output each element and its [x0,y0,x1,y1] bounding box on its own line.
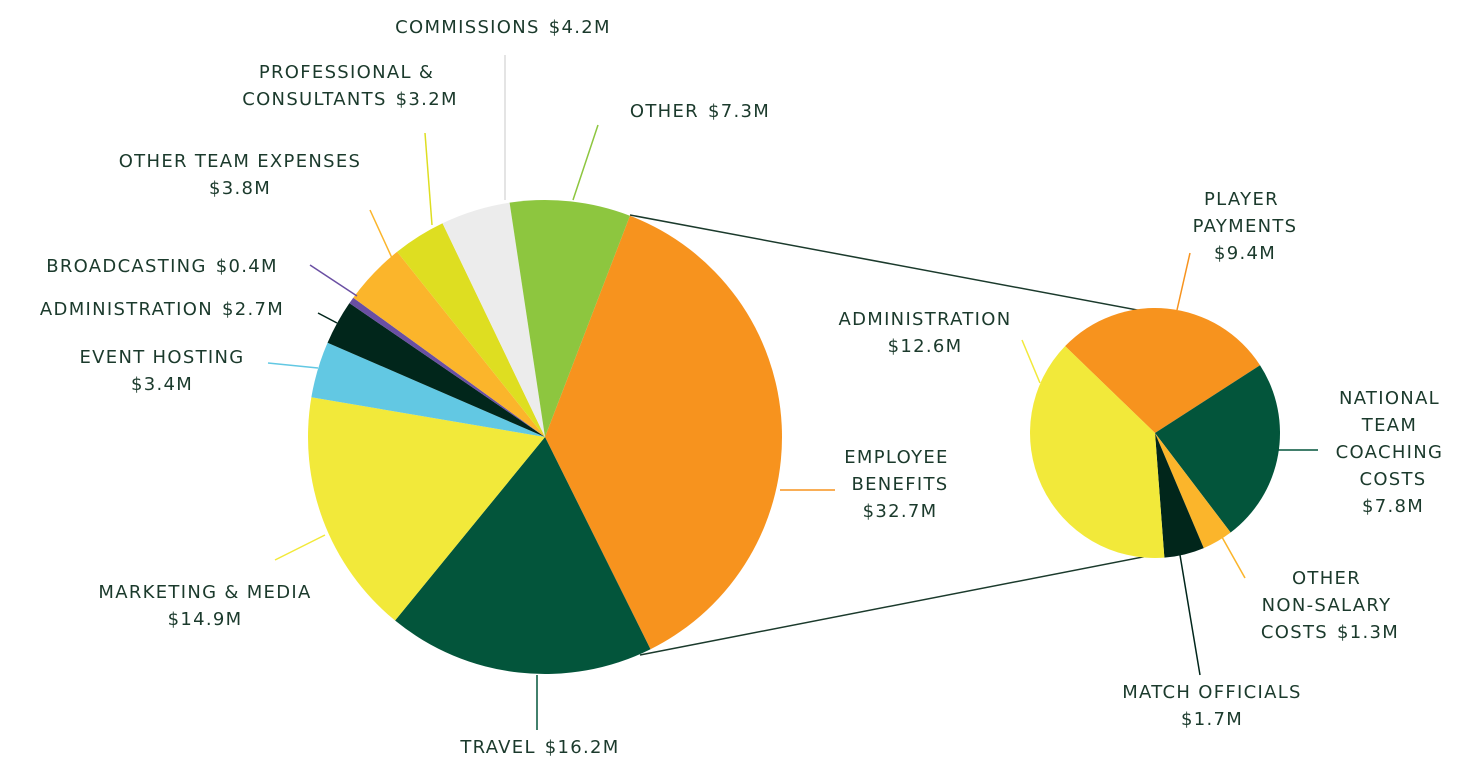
value-label: $14.9M [168,609,243,630]
leader-line [369,209,393,259]
label-line: PAYMENTS [1193,216,1298,237]
value-label: $32.7M [863,501,938,522]
label-line: COSTS [1261,622,1328,643]
label-line: PLAYER [1204,189,1286,210]
label-line: BROADCASTING [46,256,207,277]
category-name: MATCH OFFICIALS [1122,682,1302,703]
value-label: $2.7M [222,299,284,320]
value-label: $1.3M [1337,622,1399,643]
category-name: OTHER [630,101,699,122]
label-line: ADMINISTRATION [838,309,1011,330]
label-line: COMMISSIONS [395,17,540,38]
label-line: CONSULTANTS [242,89,386,110]
category-name: OTHER NON-SALARY COSTS [1261,568,1399,643]
slice-label: OTHER $7.3M [630,101,770,122]
category-name: EVENT HOSTING [80,347,245,368]
pie-slice [509,200,630,437]
category-name: TRAVEL [459,737,535,758]
leader-line [1217,529,1246,579]
label-line: COSTS [1359,469,1426,490]
leader-line [1021,339,1041,384]
value-label: $3.8M [209,178,271,199]
slice-label: COMMISSIONS $4.2M [395,17,611,38]
pie-slice [308,397,545,621]
label-line: NON-SALARY [1262,595,1399,616]
category-name: PROFESSIONAL & CONSULTANTS [242,62,441,110]
label-line: NATIONAL [1339,388,1447,409]
slice-label: EVENT HOSTING $3.4M [80,347,245,395]
leader-line [317,312,338,324]
value-label: $3.4M [131,374,193,395]
label-line: ADMINISTRATION [40,299,213,320]
value-label: $9.4M [1214,243,1276,264]
category-name: COMMISSIONS [395,17,540,38]
label-line: EMPLOYEE [844,447,956,468]
slice-label: OTHER NON-SALARY COSTS $1.3M [1261,568,1399,643]
value-label: $1.7M [1181,709,1243,730]
connector-line [629,214,1149,313]
category-name: EMPLOYEE BENEFITS [844,447,956,495]
category-name: NATIONAL TEAM COACHING COSTS [1336,388,1451,490]
pie-slice [1155,433,1231,549]
pie-slice [353,251,545,437]
label-line: OTHER TEAM EXPENSES [119,151,362,172]
label-line: PROFESSIONAL & [259,62,441,83]
slice-label: MARKETING & MEDIA $14.9M [98,582,311,630]
slice-label: EMPLOYEE BENEFITS $32.7M [844,447,956,522]
leader-line [309,264,358,297]
pie-slice [1030,346,1165,558]
pie-slice [545,215,782,650]
leader-line [267,362,319,369]
value-label: $3.2M [396,89,458,110]
leader-line [1179,554,1201,676]
label-line: COACHING [1336,442,1451,463]
value-label: $12.6M [888,336,963,357]
category-name: MARKETING & MEDIA [98,582,311,603]
slice-label: PLAYER PAYMENTS $9.4M [1193,189,1298,264]
value-label: $16.2M [545,737,620,758]
category-name: ADMINISTRATION [40,299,213,320]
label-line: OTHER [630,101,699,122]
label-line: OTHER [1292,568,1368,589]
value-label: $0.4M [216,256,278,277]
slice-label: PROFESSIONAL & CONSULTANTS $3.2M [242,62,458,110]
label-line: BENEFITS [851,474,948,495]
label-line: TEAM [1361,415,1424,436]
pie-slice [397,223,545,437]
pie-slice [1155,433,1204,558]
slice-label: BROADCASTING $0.4M [46,256,278,277]
category-name: ADMINISTRATION [838,309,1011,330]
connector-line [639,555,1149,656]
slice-label: NATIONAL TEAM COACHING COSTS $7.8M [1336,388,1451,517]
leader-line [274,534,326,561]
pie-slice [1065,307,1261,433]
value-label: $7.8M [1362,496,1424,517]
label-line: MATCH OFFICIALS [1122,682,1302,703]
slice-label: TRAVEL $16.2M [459,737,619,758]
slice-label: ADMINISTRATION $12.6M [838,309,1011,357]
leader-line [572,124,599,201]
slice-label: ADMINISTRATION $2.7M [40,299,284,320]
pie-slice [327,303,545,437]
leader-line [1176,252,1191,311]
pie-slice [442,202,545,437]
category-name: PLAYER PAYMENTS [1193,189,1298,237]
leader-line [424,132,433,226]
label-line: TRAVEL [459,737,535,758]
category-name: BROADCASTING [46,256,207,277]
category-name: OTHER TEAM EXPENSES [119,151,362,172]
pie-slice [349,297,545,437]
pie-slice [395,437,651,674]
slice-label: OTHER TEAM EXPENSES $3.8M [119,151,362,199]
value-label: $7.3M [708,101,770,122]
pie-slice [1155,365,1280,533]
slice-label: MATCH OFFICIALS $1.7M [1122,682,1302,730]
pie-slice [311,342,545,437]
value-label: $4.2M [549,17,611,38]
label-line: EVENT HOSTING [80,347,245,368]
label-line: MARKETING & MEDIA [98,582,311,603]
